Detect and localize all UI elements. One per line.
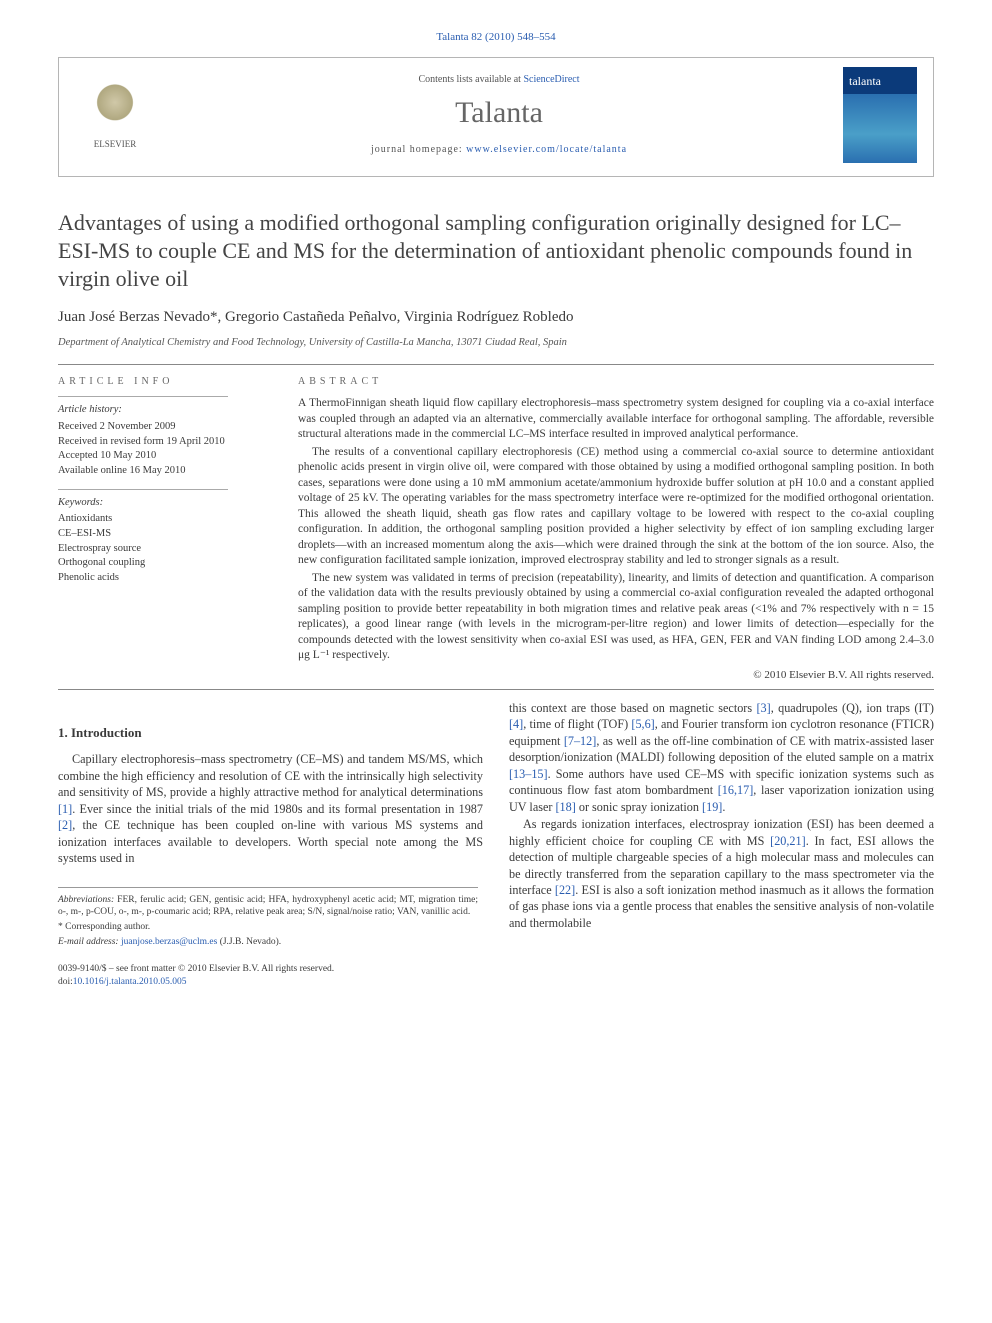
elsevier-tree-icon — [87, 80, 143, 136]
journal-name: Talanta — [155, 93, 843, 134]
citation-link[interactable]: [19] — [702, 800, 722, 814]
email-line: E-mail address: juanjose.berzas@uclm.es … — [58, 936, 478, 949]
citation-link[interactable]: [1] — [58, 802, 72, 816]
body-text: . — [722, 800, 725, 814]
abstract-para: A ThermoFinnigan sheath liquid flow capi… — [298, 396, 934, 443]
email-link[interactable]: juanjose.berzas@uclm.es — [121, 937, 217, 947]
keyword: Antioxidants — [58, 512, 272, 527]
keyword: Electrospray source — [58, 542, 272, 557]
abstract-copyright: © 2010 Elsevier B.V. All rights reserved… — [298, 668, 934, 683]
abstract-para: The new system was validated in terms of… — [298, 571, 934, 664]
doi-link[interactable]: 10.1016/j.talanta.2010.05.005 — [73, 977, 187, 987]
abbrev-label: Abbreviations: — [58, 895, 114, 905]
body-text: . Ever since the initial trials of the m… — [72, 802, 483, 816]
keyword: Orthogonal coupling — [58, 556, 272, 571]
separator — [58, 364, 934, 365]
citation-link[interactable]: [16,17] — [718, 783, 754, 797]
history-item: Received 2 November 2009 — [58, 420, 272, 435]
separator — [58, 689, 934, 690]
history-label: Article history: — [58, 403, 272, 418]
body-text: Capillary electrophoresis–mass spectrome… — [58, 752, 483, 799]
body-text: , the CE technique has been coupled on-l… — [58, 818, 483, 865]
abbrev-text: FER, ferulic acid; GEN, gentisic acid; H… — [58, 895, 478, 918]
body-columns: 1. Introduction Capillary electrophoresi… — [58, 700, 934, 990]
sciencedirect-link[interactable]: ScienceDirect — [523, 74, 579, 85]
abstract: abstract A ThermoFinnigan sheath liquid … — [298, 375, 934, 683]
history-item: Accepted 10 May 2010 — [58, 449, 272, 464]
keywords-label: Keywords: — [58, 496, 272, 511]
corresponding-author: * Corresponding author. — [58, 921, 478, 934]
body-text: , quadrupoles (Q), ion traps (IT) — [771, 701, 934, 715]
keyword: CE–ESI-MS — [58, 527, 272, 542]
citation-link[interactable]: [4] — [509, 717, 523, 731]
doi-label: doi: — [58, 977, 73, 987]
email-label: E-mail address: — [58, 937, 121, 947]
article-info: article info Article history: Received 2… — [58, 375, 272, 683]
body-para: this context are those based on magnetic… — [509, 700, 934, 815]
citation-link[interactable]: [22] — [555, 883, 575, 897]
citation-link[interactable]: [2] — [58, 818, 72, 832]
info-abstract-row: article info Article history: Received 2… — [58, 375, 934, 683]
article-info-heading: article info — [58, 375, 272, 389]
affiliation: Department of Analytical Chemistry and F… — [58, 336, 934, 350]
contents-available: Contents lists available at ScienceDirec… — [155, 73, 843, 87]
email-who: (J.J.B. Nevado). — [217, 937, 281, 947]
contents-prefix: Contents lists available at — [418, 74, 523, 85]
journal-citation: Talanta 82 (2010) 548–554 — [58, 30, 934, 45]
citation-link[interactable]: [13–15] — [509, 767, 548, 781]
history-item: Received in revised form 19 April 2010 — [58, 435, 272, 450]
homepage-prefix: journal homepage: — [371, 144, 466, 155]
body-text: , time of flight (TOF) — [523, 717, 631, 731]
body-text: this context are those based on magnetic… — [509, 701, 756, 715]
abbreviations: Abbreviations: FER, ferulic acid; GEN, g… — [58, 894, 478, 920]
homepage-link[interactable]: www.elsevier.com/locate/talanta — [466, 144, 627, 155]
article-title: Advantages of using a modified orthogona… — [58, 209, 934, 293]
contents-center: Contents lists available at ScienceDirec… — [155, 73, 843, 157]
citation-link[interactable]: [7–12] — [564, 734, 597, 748]
article-history: Article history: Received 2 November 200… — [58, 403, 272, 478]
body-text: or sonic spray ionization — [576, 800, 702, 814]
abstract-heading: abstract — [298, 375, 934, 389]
contents-bar: ELSEVIER Contents lists available at Sci… — [58, 57, 934, 177]
issn-line: 0039-9140/$ – see front matter © 2010 El… — [58, 963, 483, 976]
keywords: Keywords: Antioxidants CE–ESI-MS Electro… — [58, 496, 272, 586]
keyword: Phenolic acids — [58, 571, 272, 586]
publisher-name: ELSEVIER — [75, 138, 155, 150]
section-heading: 1. Introduction — [58, 724, 483, 742]
abstract-para: The results of a conventional capillary … — [298, 445, 934, 569]
authors: Juan José Berzas Nevado*, Gregorio Casta… — [58, 307, 934, 327]
publisher-logo: ELSEVIER — [75, 80, 155, 150]
citation-link[interactable]: [18] — [555, 800, 575, 814]
citation-link[interactable]: [20,21] — [770, 834, 806, 848]
body-para: Capillary electrophoresis–mass spectrome… — [58, 751, 483, 866]
front-matter: 0039-9140/$ – see front matter © 2010 El… — [58, 963, 483, 990]
cover-label: talanta — [849, 73, 881, 89]
citation-link[interactable]: [3] — [756, 701, 770, 715]
footnotes: Abbreviations: FER, ferulic acid; GEN, g… — [58, 887, 478, 949]
body-para: As regards ionization interfaces, electr… — [509, 816, 934, 931]
journal-homepage: journal homepage: www.elsevier.com/locat… — [155, 143, 843, 157]
doi-line: doi:10.1016/j.talanta.2010.05.005 — [58, 976, 483, 989]
citation-link[interactable]: [5,6] — [631, 717, 654, 731]
history-item: Available online 16 May 2010 — [58, 464, 272, 479]
journal-cover-thumb: talanta — [843, 67, 917, 163]
